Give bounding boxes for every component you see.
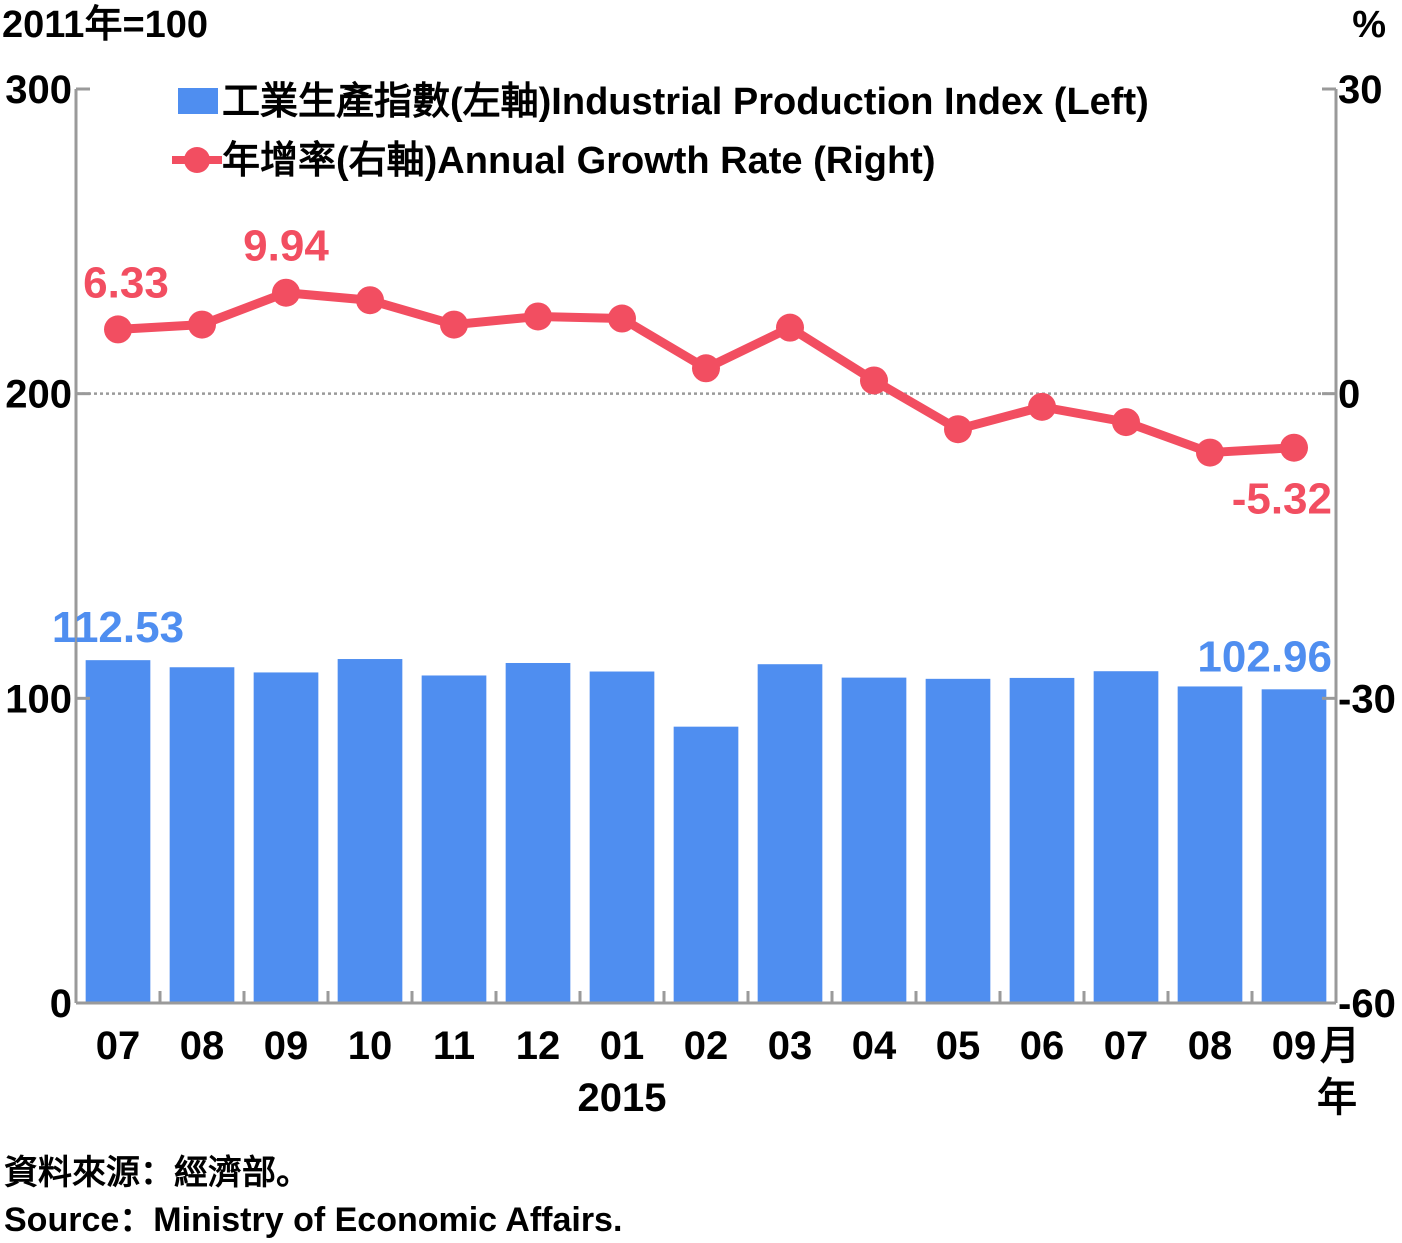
legend-line-marker	[184, 147, 210, 173]
right-tick-label: 30	[1338, 68, 1383, 112]
left-tick-label: 200	[5, 373, 72, 417]
x-tick-label: 11	[433, 1024, 475, 1068]
left-tick-label: 100	[5, 677, 72, 721]
x-tick-label: 06	[1020, 1024, 1065, 1068]
data-label: 112.53	[52, 603, 184, 652]
left-tick-label: 300	[5, 68, 72, 112]
x-tick-label: 07	[1104, 1024, 1149, 1068]
bar	[925, 678, 991, 1003]
x-tick-label: 07	[96, 1024, 141, 1068]
legend-bar-label: 工業生產指數(左軸)Industrial Production Index (L…	[222, 80, 1149, 123]
bar	[253, 672, 319, 1003]
growth-point	[272, 278, 300, 307]
bar	[337, 659, 403, 1003]
growth-point	[776, 313, 804, 342]
data-label: 102.96	[1197, 632, 1332, 681]
x-unit-label: 月	[1320, 1024, 1360, 1068]
growth-point	[524, 302, 552, 331]
legend-bar-swatch	[178, 88, 218, 114]
year-label: 2015	[578, 1076, 667, 1120]
right-tick-label: 0	[1338, 373, 1360, 417]
growth-point	[860, 366, 888, 395]
x-tick-label: 12	[516, 1024, 561, 1068]
growth-point	[1028, 392, 1056, 421]
right-axis-unit: %	[1352, 4, 1386, 46]
x-tick-label: 08	[1188, 1024, 1233, 1068]
growth-point	[104, 315, 132, 344]
bar	[1009, 677, 1075, 1003]
right-tick-label: -60	[1338, 982, 1396, 1026]
data-label: 9.94	[243, 222, 329, 271]
data-label: -5.32	[1232, 475, 1332, 524]
growth-point	[944, 415, 972, 444]
bar	[1177, 686, 1243, 1003]
x-tick-label: 02	[684, 1024, 729, 1068]
bar	[757, 664, 823, 1003]
x-tick-label: 03	[768, 1024, 813, 1068]
bar	[1093, 671, 1159, 1003]
left-tick-label: 0	[50, 982, 72, 1026]
x-unit-label-2: 年	[1317, 1076, 1357, 1120]
bar	[421, 675, 487, 1003]
x-tick-label: 01	[600, 1024, 645, 1068]
growth-point	[356, 286, 384, 315]
x-tick-label: 10	[348, 1024, 393, 1068]
x-tick-label: 09	[264, 1024, 309, 1068]
growth-point	[1196, 438, 1224, 467]
data-label: 6.33	[83, 258, 169, 307]
x-tick-label: 09	[1272, 1024, 1317, 1068]
x-tick-label: 05	[936, 1024, 981, 1068]
bar	[1261, 689, 1327, 1003]
legend-line-label: 年增率(右軸)Annual Growth Rate (Right)	[222, 140, 935, 182]
growth-point	[1112, 408, 1140, 437]
left-axis-unit: 2011年=100	[2, 4, 208, 46]
bar	[673, 726, 739, 1003]
source-zh: 資料來源：經濟部。	[4, 1154, 310, 1192]
right-tick-label: -30	[1338, 677, 1396, 721]
bar	[169, 667, 235, 1003]
growth-point	[692, 354, 720, 383]
x-tick-label: 08	[180, 1024, 225, 1068]
growth-point	[608, 304, 636, 333]
bar	[505, 662, 571, 1003]
growth-point	[188, 310, 216, 339]
bar	[841, 677, 907, 1003]
bar	[589, 671, 655, 1003]
x-tick-label: 04	[852, 1024, 897, 1068]
source-en: Source：Ministry of Economic Affairs.	[4, 1201, 623, 1239]
bar	[85, 660, 151, 1003]
growth-point	[1280, 433, 1308, 462]
growth-point	[440, 310, 468, 339]
